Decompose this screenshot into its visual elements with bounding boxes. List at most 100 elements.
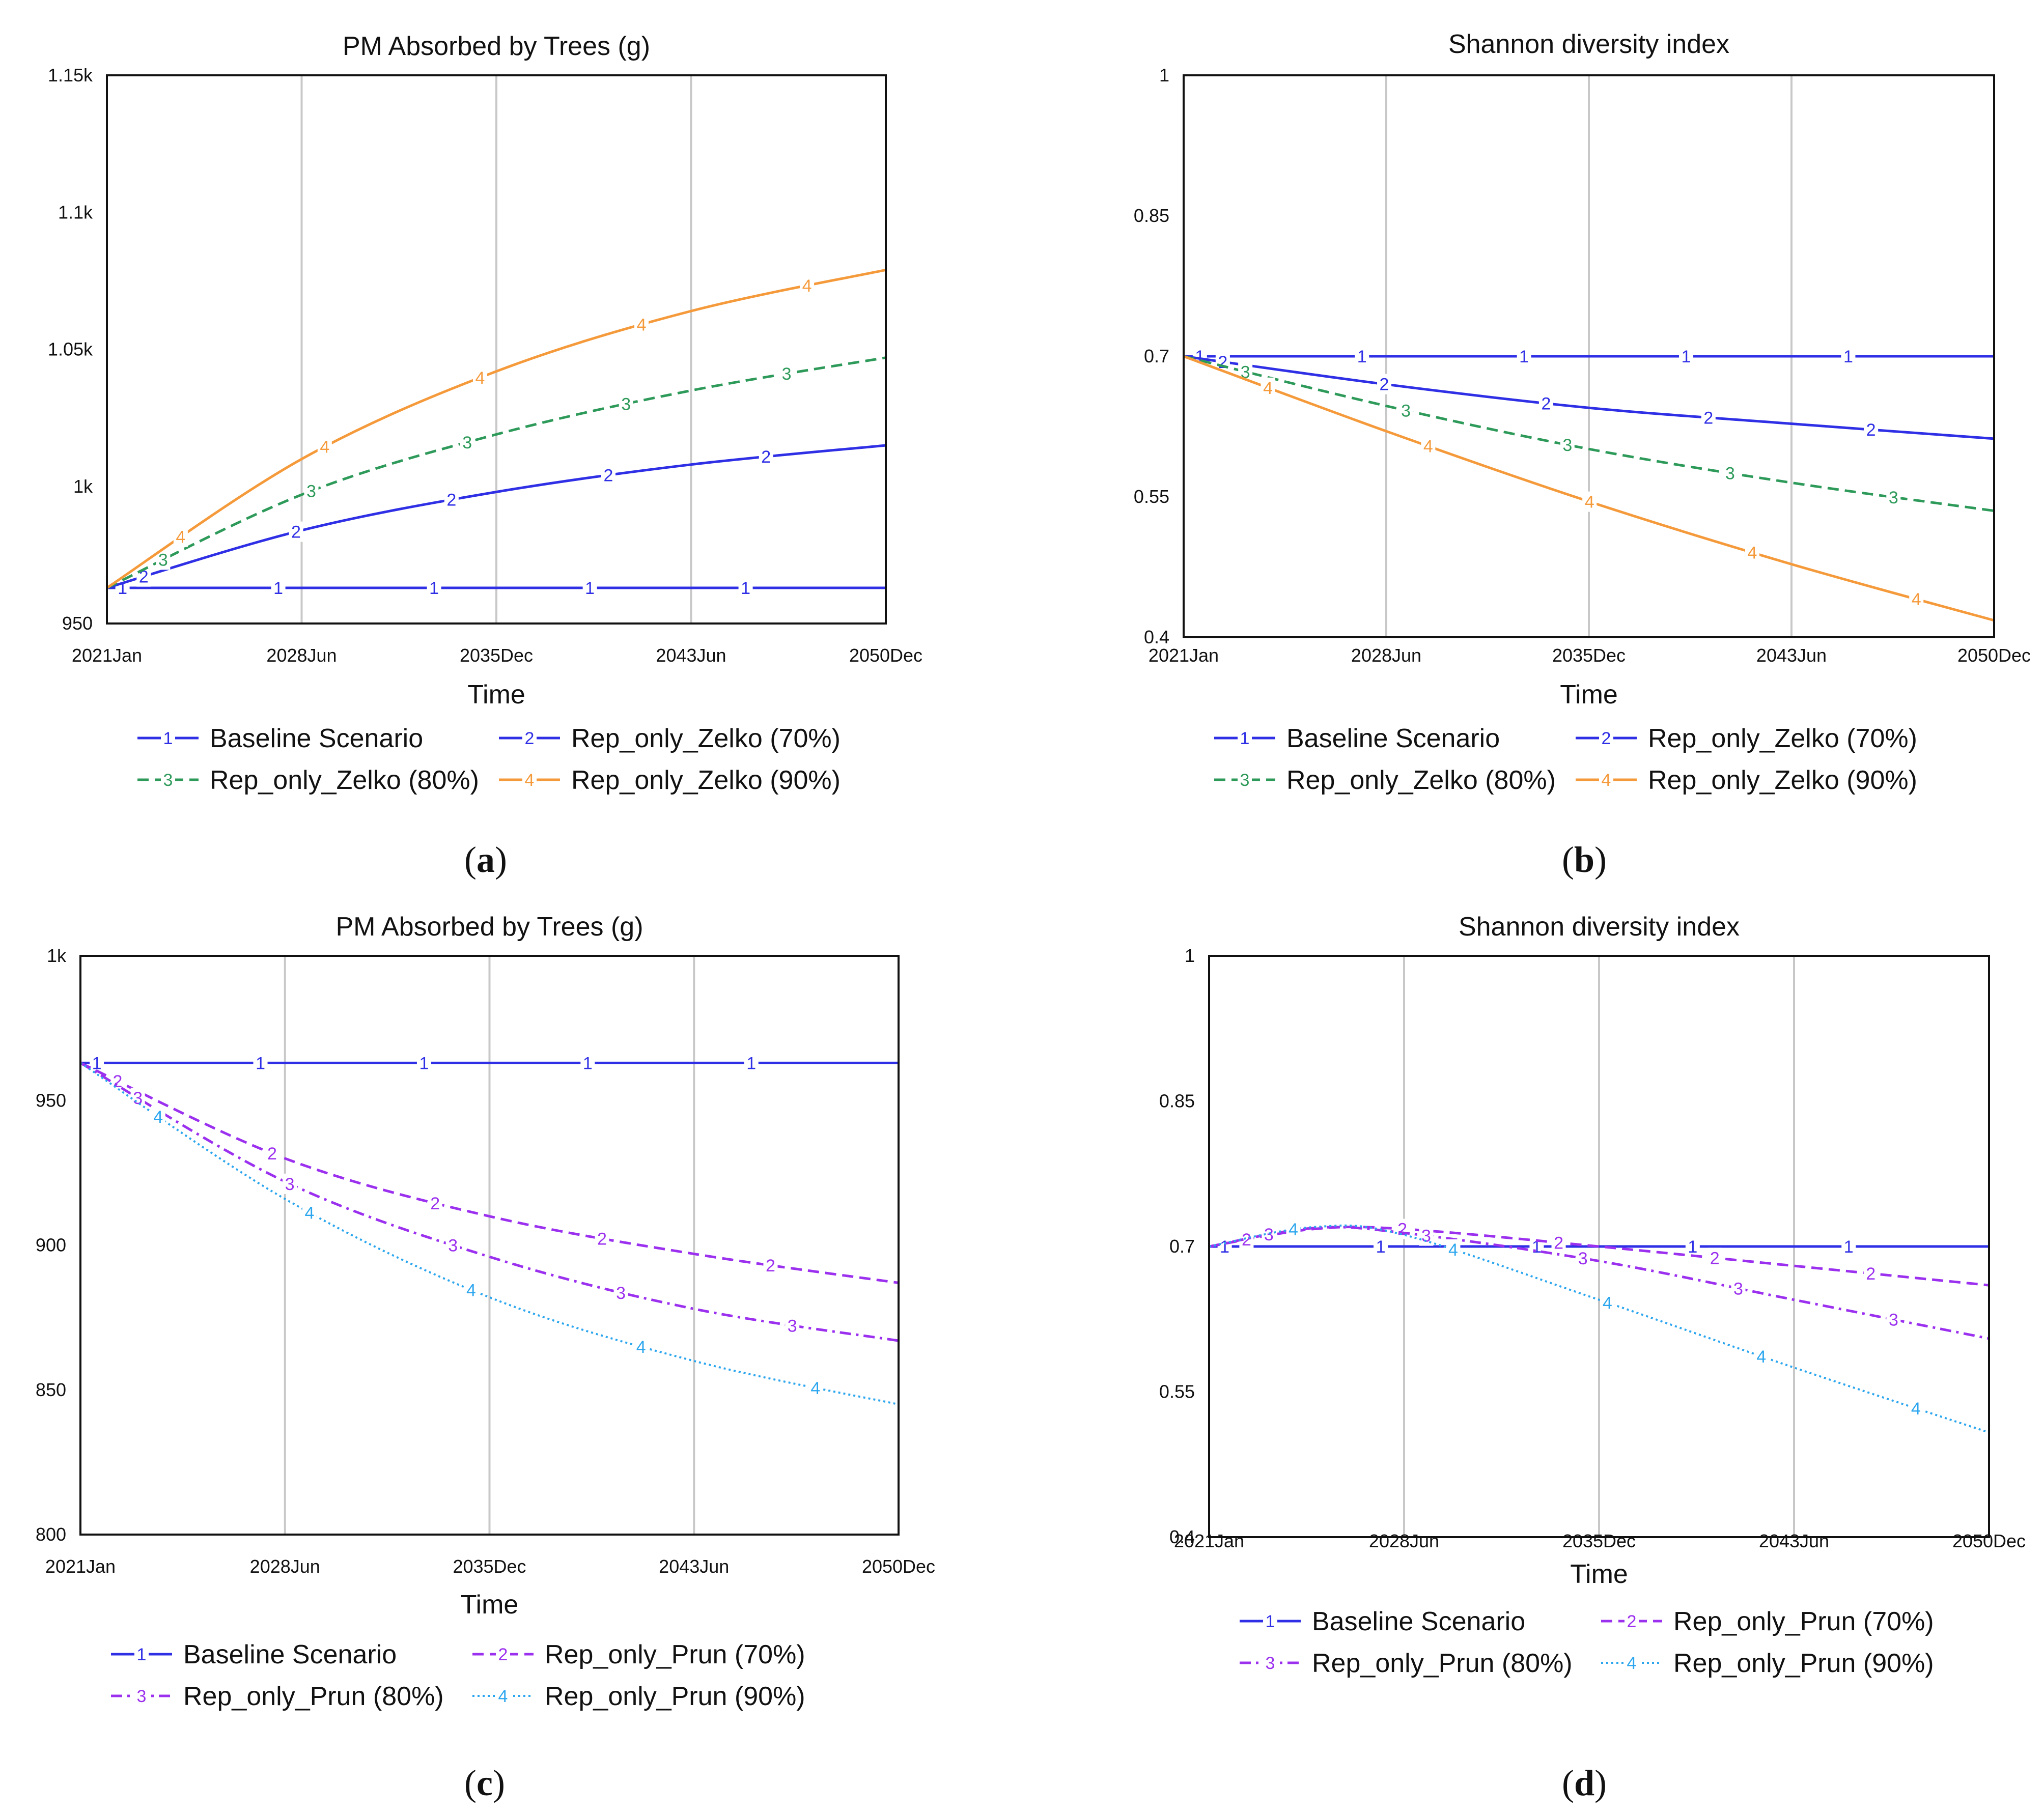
series-marker-4: 4 — [1603, 1293, 1612, 1313]
series-marker-4: 4 — [1585, 493, 1594, 512]
plot-frame — [79, 955, 900, 1536]
series-marker-3: 3 — [1733, 1279, 1743, 1298]
legend-label-3: Rep_only_Prun (80%) — [183, 1682, 444, 1711]
series-marker-bg — [1374, 1236, 1388, 1257]
y-tick-label: 950 — [36, 1090, 66, 1111]
caption-b: (b) — [1562, 839, 1607, 880]
x-tick-label: 2028Jun — [1351, 645, 1421, 666]
y-tick-label: 0.85 — [1134, 205, 1169, 226]
series-marker-bg — [1909, 1398, 1923, 1419]
chart-panel-a: 1 1 1 1 1 2 2 2 2 2 3 3 3 3 3 4 4 4 4 4 PM Absorbed by Trees… — [0, 0, 1022, 906]
series-marker-3: 3 — [1578, 1249, 1588, 1268]
series-marker-4: 4 — [320, 437, 329, 457]
legend-label-2: Rep_only_Zelko (70%) — [1648, 724, 1917, 753]
series-marker-bg — [1909, 589, 1924, 610]
series-marker-3: 3 — [1725, 464, 1735, 484]
series-marker-2: 2 — [604, 466, 613, 485]
legend-marker-2: 2 — [1602, 729, 1611, 748]
legend-label-4: Rep_only_Prun (90%) — [1673, 1649, 1934, 1678]
series-marker-4: 4 — [1911, 1399, 1921, 1419]
series-marker-2: 2 — [430, 1194, 440, 1213]
series-marker-4: 4 — [466, 1281, 476, 1300]
series-marker-3: 3 — [133, 1089, 143, 1108]
series-marker-bg — [271, 577, 286, 598]
x-tick-label: 2021Jan — [72, 645, 142, 666]
y-tick-label: 900 — [36, 1235, 66, 1256]
chart-panel-c: 1 1 1 1 1 2 2 2 2 2 3 3 3 3 3 4 4 4 4 4 PM Absorbed by Trees… — [0, 906, 1022, 1814]
series-marker-bg — [151, 1107, 165, 1127]
series-marker-4: 4 — [1289, 1220, 1298, 1239]
series-marker-bg — [1864, 419, 1879, 440]
series-marker-bg — [130, 1088, 145, 1109]
series-marker-bg — [1731, 1278, 1746, 1299]
y-tick-label: 0.7 — [1144, 346, 1169, 366]
series-marker-3: 3 — [1264, 1225, 1274, 1244]
series-marker-bg — [1395, 1218, 1410, 1239]
series-marker-bg — [759, 446, 773, 467]
series-marker-bg — [464, 1280, 479, 1300]
series-marker-bg — [173, 526, 188, 547]
legend-marker-bg — [496, 1686, 510, 1706]
series-marker-2: 2 — [766, 1256, 775, 1276]
x-tick-label: 2021Jan — [45, 1556, 116, 1577]
y-tick-label: 0.85 — [1159, 1091, 1195, 1112]
series-marker-1: 1 — [92, 1054, 102, 1073]
legend-marker-bg — [1625, 1653, 1639, 1673]
y-tick-label: 0.55 — [1134, 486, 1169, 507]
series-marker-2: 2 — [267, 1144, 277, 1164]
series-marker-bg — [1863, 1263, 1878, 1284]
series-line-4 — [106, 268, 886, 589]
series-marker-1: 1 — [273, 579, 283, 598]
series-marker-bg — [427, 577, 441, 598]
series-marker-2: 2 — [1866, 420, 1876, 440]
series-marker-bg — [283, 1173, 297, 1194]
series-line-3 — [1209, 1226, 1990, 1340]
series-marker-bg — [302, 1202, 317, 1223]
series-marker-bg — [582, 577, 597, 598]
series-marker-2: 2 — [1380, 375, 1389, 394]
series-marker-bg — [1723, 463, 1738, 484]
series-line-4 — [1209, 1224, 1990, 1434]
series-line-2 — [1183, 355, 1995, 440]
x-tick-label: 2028Jun — [1369, 1530, 1439, 1551]
series-marker-1: 1 — [746, 1054, 756, 1073]
legend-marker-bg — [1263, 1611, 1277, 1631]
legend-marker-2: 2 — [498, 1645, 508, 1664]
series-marker-3: 3 — [1421, 1227, 1431, 1246]
legend-label-1: Baseline Scenario — [1312, 1607, 1525, 1636]
x-tick-label: 2043Jun — [656, 645, 726, 666]
legend-label-4: Rep_only_Zelko (90%) — [571, 766, 841, 795]
series-marker-1: 1 — [1843, 347, 1853, 366]
series-marker-4: 4 — [1448, 1240, 1458, 1260]
series-marker-bg — [1560, 435, 1575, 456]
series-marker-bg — [785, 1315, 800, 1336]
legend-label-3: Rep_only_Zelko (80%) — [1286, 766, 1556, 795]
series-marker-2: 2 — [1866, 1264, 1875, 1284]
series-marker-bg — [1355, 346, 1369, 366]
series-marker-bg — [1538, 393, 1553, 414]
legend-marker-bg — [522, 770, 537, 790]
series-marker-1: 1 — [1844, 1237, 1854, 1257]
y-tick-label: 1k — [73, 476, 93, 497]
caption-d: (d) — [1562, 1763, 1607, 1803]
series-marker-bg — [634, 1337, 649, 1357]
series-marker-bg — [1600, 1292, 1615, 1313]
series-marker-4: 4 — [1263, 379, 1273, 398]
legend-marker-1: 1 — [163, 729, 173, 748]
series-marker-bg — [416, 1053, 431, 1073]
legend-marker-bg — [1263, 1653, 1277, 1673]
series-marker-1: 1 — [1519, 347, 1529, 366]
x-tick-label: 2035Dec — [1562, 1530, 1636, 1551]
series-marker-bg — [1701, 407, 1716, 428]
x-tick-label: 2043Jun — [1756, 645, 1827, 666]
series-line-3 — [106, 356, 886, 589]
series-marker-bg — [472, 367, 487, 388]
plot-frame — [1183, 74, 1995, 638]
legend-marker-1: 1 — [1240, 729, 1250, 748]
y-tick-label: 1.1k — [58, 202, 93, 222]
x-tick-label: 2043Jun — [659, 1556, 729, 1577]
series-marker-bg — [1754, 1346, 1769, 1367]
series-marker-2: 2 — [1554, 1233, 1563, 1253]
series-marker-2: 2 — [1541, 394, 1551, 414]
y-tick-label: 0.7 — [1169, 1236, 1195, 1257]
